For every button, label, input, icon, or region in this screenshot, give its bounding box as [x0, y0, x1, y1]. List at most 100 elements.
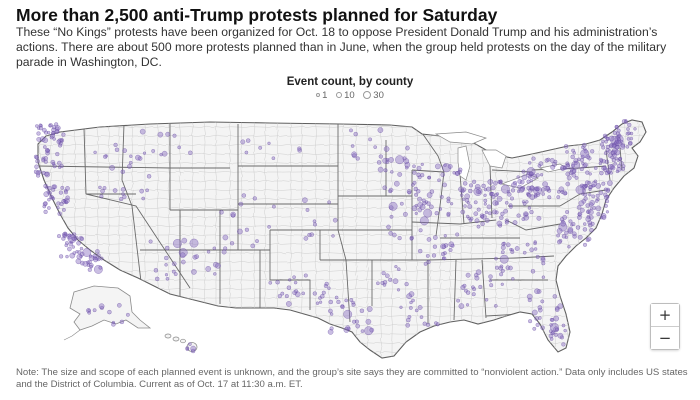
event-dot — [47, 130, 51, 135]
event-dot — [59, 201, 64, 206]
event-dot — [221, 249, 227, 255]
event-dot — [607, 149, 612, 154]
event-dot — [545, 186, 550, 191]
event-dot — [621, 119, 627, 124]
event-dot — [312, 219, 317, 223]
zoom-in-button[interactable]: + — [651, 304, 679, 326]
event-dot — [499, 179, 503, 184]
event-dot — [500, 245, 506, 251]
event-dot — [56, 206, 60, 210]
event-dot — [142, 151, 147, 155]
event-dot — [432, 235, 438, 240]
event-dot — [87, 310, 91, 315]
event-dot — [100, 188, 105, 194]
event-dot — [535, 254, 540, 259]
event-dot — [399, 305, 403, 309]
event-dot — [267, 141, 271, 145]
event-dot — [505, 242, 511, 248]
event-dot — [539, 173, 544, 177]
event-dot — [359, 308, 365, 314]
event-dot — [355, 156, 360, 161]
event-dot — [385, 158, 390, 162]
event-dot — [92, 254, 97, 259]
event-dot — [527, 206, 532, 210]
event-dot — [486, 186, 491, 192]
event-dot — [244, 227, 249, 232]
event-dot — [608, 135, 615, 142]
event-dot — [479, 213, 485, 218]
event-dot — [591, 194, 596, 199]
event-dot — [416, 172, 421, 178]
event-dot — [343, 309, 353, 319]
event-dot — [305, 208, 310, 212]
event-dot — [396, 288, 401, 292]
event-dot — [258, 145, 263, 150]
event-dot — [255, 239, 259, 244]
event-dot — [528, 319, 533, 324]
hawaii-shape — [164, 333, 198, 352]
event-dot — [580, 149, 590, 158]
event-dot — [616, 167, 622, 172]
event-dot — [37, 126, 41, 130]
event-dot — [122, 194, 127, 199]
event-dot — [213, 272, 217, 276]
event-dot — [153, 268, 159, 273]
event-dot — [585, 170, 590, 175]
event-dot — [600, 142, 605, 147]
event-dot — [427, 175, 431, 180]
event-dot — [474, 272, 479, 278]
alaska-shape — [69, 285, 152, 331]
zoom-control: + − — [650, 303, 680, 350]
event-dot — [268, 280, 273, 285]
event-dot — [79, 246, 84, 251]
event-dot — [534, 316, 539, 321]
event-dot — [61, 132, 66, 137]
event-dot — [499, 254, 509, 264]
event-dot — [369, 327, 375, 333]
event-dot — [616, 128, 621, 133]
event-dot — [595, 183, 602, 189]
event-dot — [373, 145, 378, 149]
event-dot — [179, 252, 186, 259]
event-dot — [87, 267, 92, 272]
dek-text: These “No Kings” protests have been orga… — [16, 25, 667, 69]
event-dot — [562, 165, 568, 170]
event-dot — [534, 288, 540, 294]
event-dot — [383, 280, 388, 285]
map-svg — [33, 119, 647, 359]
event-dot — [94, 264, 103, 274]
event-dot — [42, 145, 47, 149]
event-dot — [618, 156, 623, 161]
event-dot — [521, 217, 526, 222]
event-dot — [120, 169, 126, 174]
event-dot — [541, 275, 546, 279]
event-dot — [417, 196, 423, 202]
event-dot — [360, 329, 365, 333]
event-dot — [36, 131, 41, 136]
event-dot — [117, 302, 122, 308]
event-dot — [35, 159, 40, 164]
event-dot — [416, 165, 422, 171]
event-dot — [582, 227, 588, 232]
event-dot — [164, 263, 168, 267]
event-dot — [628, 141, 633, 146]
event-dot — [139, 188, 144, 194]
us-protest-map[interactable] — [20, 110, 680, 360]
event-dot — [164, 245, 170, 251]
event-dot — [521, 174, 528, 181]
event-dot — [516, 213, 521, 218]
event-dot — [601, 139, 605, 143]
zoom-out-button[interactable]: − — [651, 327, 679, 349]
event-dot — [467, 204, 473, 210]
event-dot — [500, 184, 510, 194]
event-dot — [429, 204, 434, 210]
event-dot — [443, 243, 449, 248]
event-dot — [625, 145, 630, 149]
legend-label-medium: 10 — [344, 90, 355, 101]
event-dot — [61, 236, 66, 241]
event-dot — [471, 292, 476, 297]
note-text: Note: The size and scope of each planned… — [16, 367, 688, 390]
event-dot — [42, 137, 49, 144]
event-dot — [568, 219, 573, 224]
event-dot — [388, 189, 392, 194]
